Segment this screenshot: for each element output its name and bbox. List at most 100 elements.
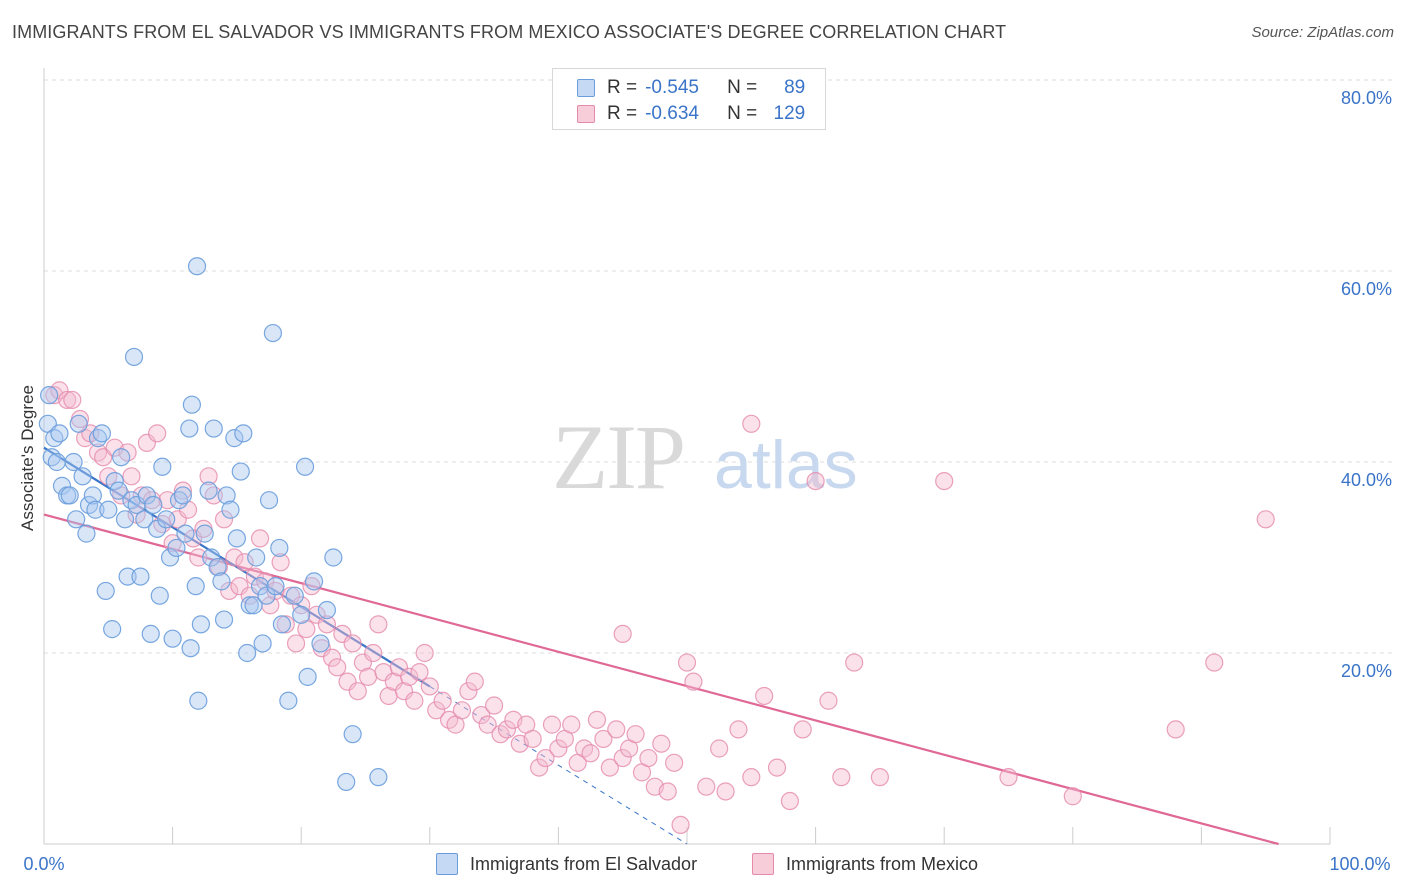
data-point-mexico [832, 768, 851, 787]
data-point-el-salvador [64, 452, 83, 472]
data-point-el-salvador [160, 548, 180, 567]
data-point-el-salvador [292, 605, 311, 624]
data-point-mexico [173, 481, 192, 500]
data-point-el-salvador [214, 610, 234, 629]
data-point-mexico [427, 701, 446, 720]
data-point-mexico [348, 682, 367, 701]
data-point-mexico [410, 662, 429, 682]
data-point-mexico [523, 729, 542, 749]
data-point-mexico [697, 777, 716, 796]
data-points [38, 257, 1275, 835]
data-point-el-salvador [115, 510, 135, 529]
data-point-el-salvador [272, 615, 292, 634]
data-point-mexico [485, 696, 504, 715]
legend-n-value: 129 [773, 103, 806, 124]
data-point-el-salvador [150, 586, 169, 605]
data-point-mexico [755, 686, 774, 706]
data-point-el-salvador [208, 557, 227, 577]
data-point-mexico [684, 672, 703, 691]
data-point-mexico [369, 615, 388, 634]
data-point-el-salvador [141, 624, 160, 644]
data-point-mexico [806, 472, 825, 491]
y-tick-label: 60.0% [1341, 279, 1392, 299]
data-point-mexico [478, 715, 497, 734]
data-point-el-salvador [131, 567, 150, 586]
data-point-el-salvador [137, 486, 156, 505]
data-point-el-salvador [311, 634, 330, 653]
data-point-el-salvador [92, 424, 111, 443]
data-point-mexico [302, 577, 321, 596]
y-tick-label: 40.0% [1341, 470, 1392, 490]
y-tick-label: 20.0% [1341, 661, 1392, 681]
data-point-el-salvador [181, 639, 200, 658]
data-point-mexico [276, 615, 295, 634]
data-point-mexico [562, 715, 581, 734]
data-point-mexico [358, 667, 378, 686]
data-point-el-salvador [231, 462, 250, 481]
data-point-mexico [626, 725, 645, 744]
watermark-zip: ZIP [552, 406, 684, 508]
data-point-el-salvador [112, 448, 131, 467]
data-point-mexico [1063, 787, 1082, 806]
data-point-mexico [671, 815, 690, 835]
legend: R = -0.545 N = 89 R = -0.634 N = 129 [552, 68, 826, 130]
data-point-mexico [220, 581, 239, 601]
data-point-el-salvador [221, 500, 240, 519]
data-point-el-salvador [298, 667, 317, 686]
data-point-el-salvador [157, 510, 176, 529]
data-point-mexico [729, 720, 748, 739]
data-point-mexico [364, 643, 383, 663]
data-point-el-salvador [324, 548, 343, 567]
data-point-mexico [613, 748, 632, 768]
chart-title: IMMIGRANTS FROM EL SALVADOR VS IMMIGRANT… [12, 22, 1007, 42]
legend-n-label: N = [727, 103, 758, 124]
data-point-mexico [1205, 653, 1224, 672]
data-point-mexico [317, 615, 337, 634]
data-point-mexico [716, 782, 735, 801]
data-point-el-salvador [182, 395, 201, 414]
data-point-mexico [271, 553, 290, 572]
data-point-mexico [870, 768, 890, 787]
data-point-el-salvador [337, 772, 356, 792]
data-point-mexico [250, 529, 270, 548]
data-point-el-salvador [304, 572, 324, 591]
data-point-mexico [639, 748, 658, 768]
legend-row-el-salvador: R = -0.545 N = 89 [577, 76, 805, 100]
data-point-el-salvador [247, 548, 266, 567]
bottom-legend-mexico: Immigrants from Mexico [752, 852, 978, 876]
data-point-mexico [452, 701, 472, 720]
data-point-el-salvador [187, 257, 207, 276]
data-point-mexico [63, 390, 82, 410]
legend-swatch-blue [577, 79, 595, 97]
tick-labels: 20.0% 40.0% 60.0% 80.0% 0.0% 100.0% [23, 88, 1392, 874]
data-point-el-salvador [191, 615, 210, 634]
data-point-el-salvador [317, 600, 337, 620]
data-point-el-salvador [153, 457, 172, 476]
data-point-mexico [845, 653, 864, 672]
data-point-el-salvador [195, 524, 214, 543]
data-point-mexico [400, 667, 419, 686]
data-point-mexico [245, 567, 265, 586]
data-point-mexico [148, 424, 167, 443]
data-point-mexico [652, 734, 671, 753]
legend-row-mexico: R = -0.634 N = 129 [577, 102, 805, 126]
watermark-atlas: atlas [714, 427, 858, 503]
data-point-el-salvador [176, 524, 195, 543]
data-point-el-salvador [109, 481, 128, 500]
data-point-mexico [472, 705, 491, 725]
data-point-mexico [415, 643, 434, 663]
data-point-mexico [587, 710, 607, 729]
data-point-el-salvador [240, 596, 259, 615]
data-point-el-salvador [40, 386, 59, 405]
data-point-mexico [297, 620, 316, 639]
data-point-el-salvador [60, 486, 79, 505]
data-point-mexico [189, 548, 208, 567]
data-point-el-salvador [279, 691, 298, 710]
data-point-el-salvador [295, 457, 315, 476]
data-point-el-salvador [212, 572, 231, 591]
data-point-el-salvador [186, 577, 205, 596]
data-point-el-salvador [253, 634, 272, 653]
data-point-el-salvador [250, 577, 270, 596]
data-point-el-salvador [167, 538, 186, 558]
